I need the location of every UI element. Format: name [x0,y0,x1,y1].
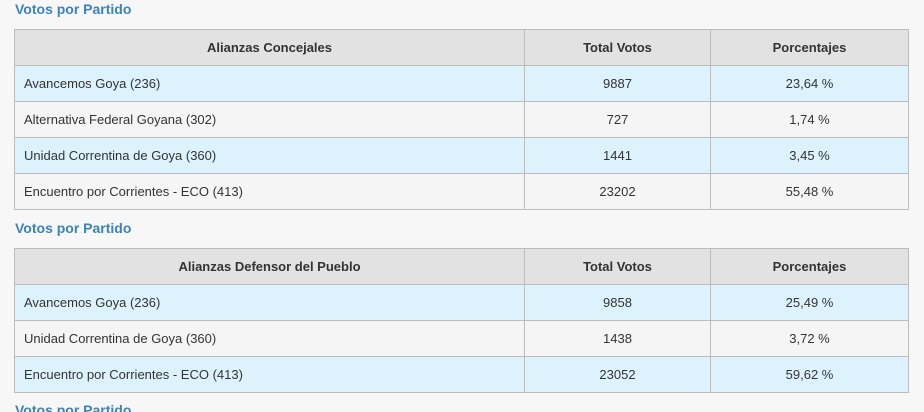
section-title-defensor: Votos por Partido [15,220,132,236]
table-row: Avancemos Goya (236) 9887 23,64 % [14,65,909,102]
table-header-row: Alianzas Concejales Total Votos Porcenta… [14,29,909,66]
party-name: Avancemos Goya (236) [14,65,525,102]
column-header-total-votes: Total Votos [524,29,711,66]
total-votes: 23052 [524,356,711,393]
percentage: 1,74 % [710,101,909,138]
column-header-alliance: Alianzas Defensor del Pueblo [14,248,525,285]
table-row: Encuentro por Corrientes - ECO (413) 232… [14,173,909,210]
percentage: 3,72 % [710,320,909,357]
percentage: 25,49 % [710,284,909,321]
results-table-defensor: Alianzas Defensor del Pueblo Total Votos… [14,248,909,393]
total-votes: 9858 [524,284,711,321]
table-header-row: Alianzas Defensor del Pueblo Total Votos… [14,248,909,285]
section-title-concejales: Votos por Partido [15,1,132,17]
percentage: 59,62 % [710,356,909,393]
table-row: Unidad Correntina de Goya (360) 1441 3,4… [14,137,909,174]
results-table-concejales: Alianzas Concejales Total Votos Porcenta… [14,29,909,210]
total-votes: 727 [524,101,711,138]
party-name: Avancemos Goya (236) [14,284,525,321]
section-title-next: Votos por Partido [15,402,132,412]
total-votes: 1441 [524,137,711,174]
total-votes: 1438 [524,320,711,357]
column-header-percent: Porcentajes [710,248,909,285]
table-row: Encuentro por Corrientes - ECO (413) 230… [14,356,909,393]
party-name: Encuentro por Corrientes - ECO (413) [14,356,525,393]
total-votes: 9887 [524,65,711,102]
party-name: Alternativa Federal Goyana (302) [14,101,525,138]
percentage: 3,45 % [710,137,909,174]
table-row: Unidad Correntina de Goya (360) 1438 3,7… [14,320,909,357]
table-row: Alternativa Federal Goyana (302) 727 1,7… [14,101,909,138]
column-header-percent: Porcentajes [710,29,909,66]
table-row: Avancemos Goya (236) 9858 25,49 % [14,284,909,321]
percentage: 55,48 % [710,173,909,210]
column-header-total-votes: Total Votos [524,248,711,285]
party-name: Encuentro por Corrientes - ECO (413) [14,173,525,210]
party-name: Unidad Correntina de Goya (360) [14,137,525,174]
total-votes: 23202 [524,173,711,210]
percentage: 23,64 % [710,65,909,102]
party-name: Unidad Correntina de Goya (360) [14,320,525,357]
column-header-alliance: Alianzas Concejales [14,29,525,66]
